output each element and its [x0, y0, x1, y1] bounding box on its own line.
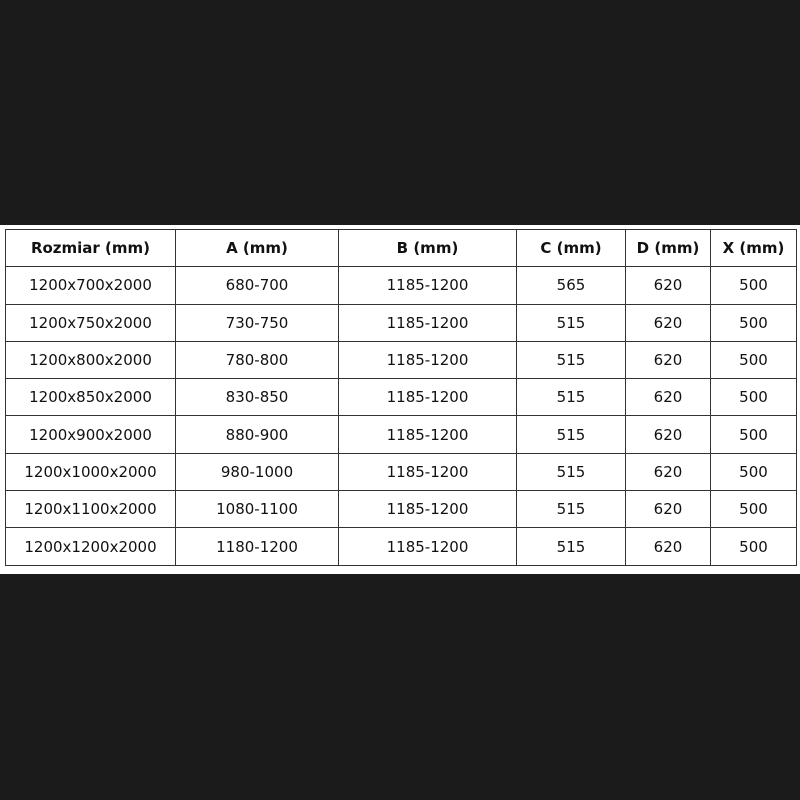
table-cell: 1185-1200 [338, 378, 517, 417]
table-row: 1200x1200x2000 1180-1200 1185-1200 515 620 50… [5, 527, 797, 566]
table-cell: 1185-1200 [338, 303, 517, 342]
table-row: 1200x800x2000 780-800 1185-1200 515 620 500 [5, 340, 797, 380]
table-cell: 1185-1200 [338, 415, 517, 454]
dimensions-table: Rozmiar (mm) A (mm) B (mm) C (mm) D (mm) X (m… [5, 228, 797, 566]
table-cell: 515 [516, 415, 626, 454]
table-cell: 620 [625, 452, 711, 492]
table-cell: 500 [710, 303, 797, 342]
header-row: Rozmiar (mm) A (mm) B (mm) C (mm) D (mm) X (m… [5, 228, 797, 268]
table-cell: 515 [516, 303, 626, 342]
table-cell: 500 [710, 340, 797, 380]
table-cell: 620 [625, 303, 711, 342]
table-row: 1200x900x2000 880-900 1185-1200 515 620 500 [5, 415, 797, 454]
column-header: A (mm) [175, 228, 339, 268]
table-row: 1200x850x2000 830-850 1185-1200 515 620 500 [5, 378, 797, 417]
table-row: 1200x1000x2000 980-1000 1185-1200 515 620 500 [5, 452, 797, 492]
table-cell: 500 [710, 490, 797, 529]
table-cell: 1080-1100 [175, 490, 339, 529]
table-cell: 1200x1200x2000 [5, 527, 176, 566]
column-header: D (mm) [625, 228, 711, 268]
column-header: X (mm) [710, 228, 797, 268]
table-cell: 1185-1200 [338, 527, 517, 566]
table-cell: 1200x900x2000 [5, 415, 176, 454]
table-cell: 1185-1200 [338, 266, 517, 305]
table-cell: 620 [625, 415, 711, 454]
column-header: Rozmiar (mm) [5, 228, 176, 268]
table-cell: 1200x1100x2000 [5, 490, 176, 529]
table-cell: 1200x800x2000 [5, 340, 176, 380]
table-cell: 1180-1200 [175, 527, 339, 566]
table-cell: 565 [516, 266, 626, 305]
table-cell: 980-1000 [175, 452, 339, 492]
table-cell: 620 [625, 527, 711, 566]
table-cell: 1185-1200 [338, 340, 517, 380]
table-cell: 1200x1000x2000 [5, 452, 176, 492]
table-cell: 680-700 [175, 266, 339, 305]
column-header: C (mm) [516, 228, 626, 268]
table-cell: 500 [710, 266, 797, 305]
table-cell: 515 [516, 527, 626, 566]
table-row: 1200x700x2000 680-700 1185-1200 565 620 500 [5, 266, 797, 305]
table-cell: 1200x750x2000 [5, 303, 176, 342]
table-cell: 620 [625, 266, 711, 305]
table-row: 1200x1100x2000 1080-1100 1185-1200 515 620 50… [5, 490, 797, 529]
column-header: B (mm) [338, 228, 517, 268]
table-cell: 500 [710, 415, 797, 454]
table-cell: 500 [710, 378, 797, 417]
table-cell: 1185-1200 [338, 452, 517, 492]
table-cell: 780-800 [175, 340, 339, 380]
table-cell: 515 [516, 378, 626, 417]
table-cell: 515 [516, 452, 626, 492]
table-cell: 1200x700x2000 [5, 266, 176, 305]
table-cell: 620 [625, 490, 711, 529]
table-cell: 1200x850x2000 [5, 378, 176, 417]
table-cell: 500 [710, 452, 797, 492]
table-cell: 620 [625, 340, 711, 380]
table-cell: 500 [710, 527, 797, 566]
table-row: 1200x750x2000 730-750 1185-1200 515 620 500 [5, 303, 797, 342]
table-cell: 515 [516, 490, 626, 529]
table-cell: 730-750 [175, 303, 339, 342]
table-cell: 515 [516, 340, 626, 380]
table-cell: 830-850 [175, 378, 339, 417]
table-cell: 1185-1200 [338, 490, 517, 529]
table-cell: 620 [625, 378, 711, 417]
table-cell: 880-900 [175, 415, 339, 454]
